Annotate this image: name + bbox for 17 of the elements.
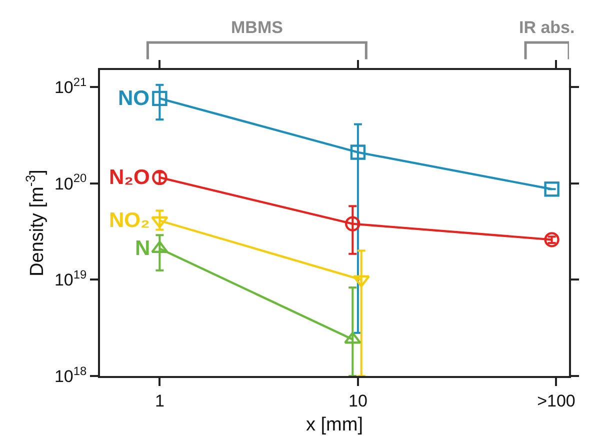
x-tick-label: >100 bbox=[537, 391, 576, 410]
series-label: NO₂ bbox=[109, 209, 150, 232]
text: IR abs. bbox=[519, 18, 575, 37]
x-tick-label: 10 bbox=[348, 391, 368, 410]
point bbox=[544, 182, 560, 197]
text: MBMS bbox=[231, 18, 283, 37]
point bbox=[152, 90, 168, 106]
x-tick-label: 1 bbox=[154, 391, 164, 410]
point bbox=[544, 232, 560, 248]
series-label: N₂O bbox=[109, 166, 150, 189]
y-tick-label: 10$^{18}$ bbox=[54, 364, 87, 386]
y-tick-label: 10$^{20}$ bbox=[54, 171, 87, 194]
y-tick-label: 10$^{19}$ bbox=[54, 267, 87, 290]
series-label: N bbox=[135, 237, 150, 260]
y-tick-label: 10$^{21}$ bbox=[54, 74, 87, 97]
series-label: NO bbox=[118, 87, 150, 110]
x-axis-title: x [mm] bbox=[306, 414, 363, 436]
